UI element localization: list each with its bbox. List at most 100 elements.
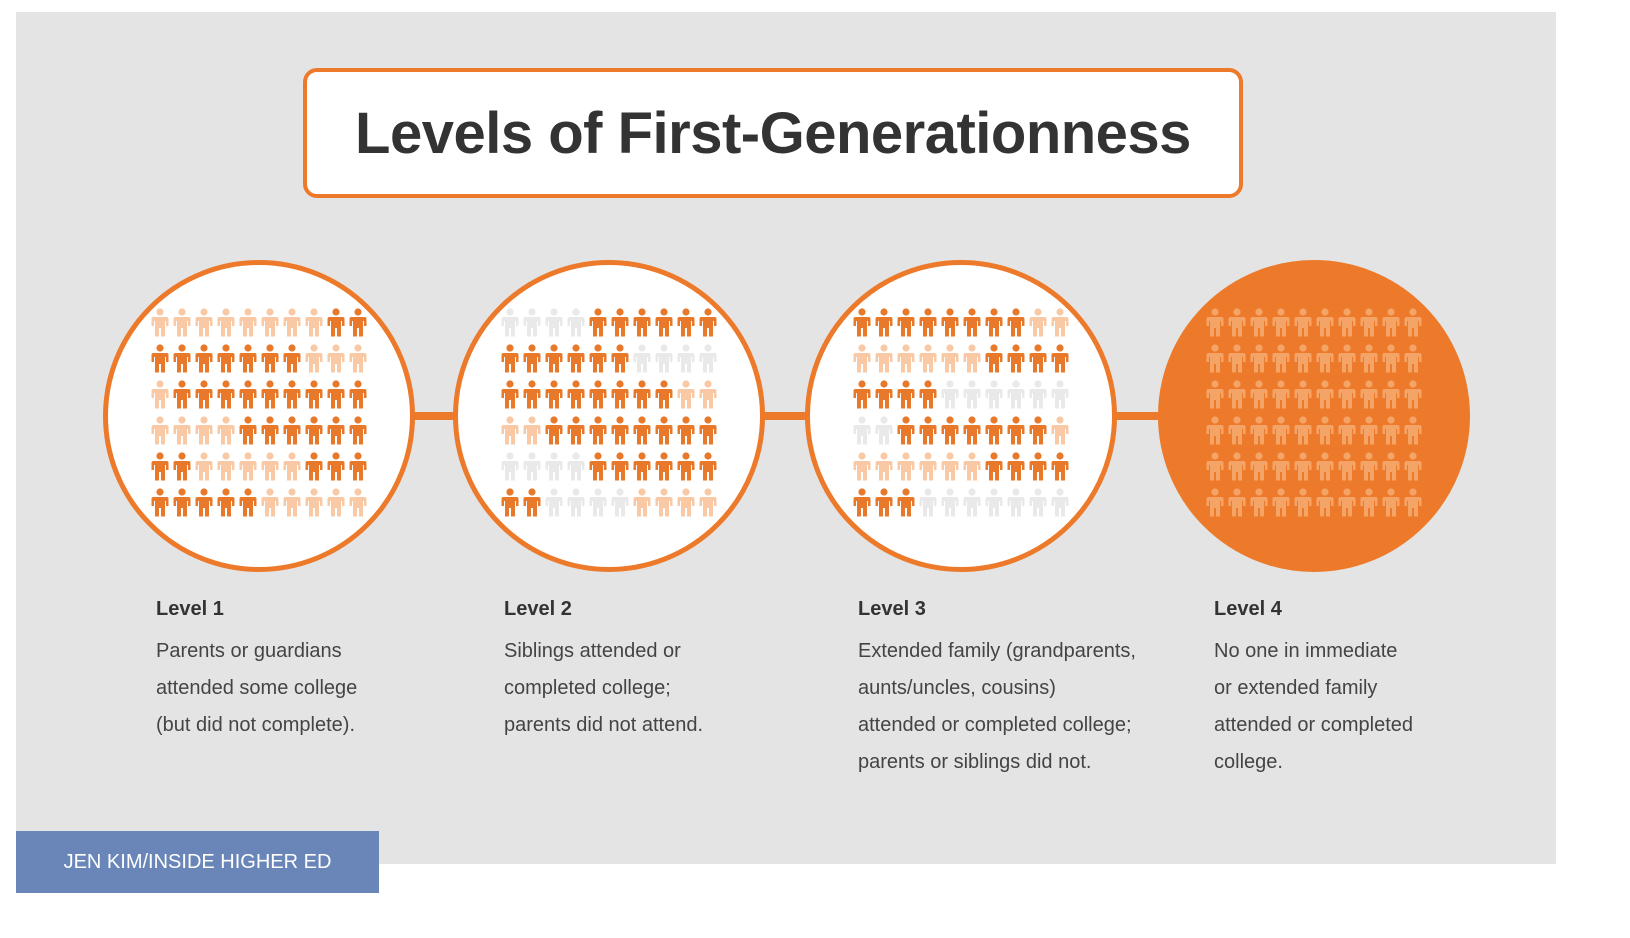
person-icon [1338, 488, 1356, 517]
person-icon [589, 344, 607, 373]
level-2-caption: Level 2 Siblings attended or completed c… [504, 598, 804, 744]
person-icon [1228, 452, 1246, 481]
person-icon [963, 488, 981, 517]
person-icon [611, 452, 629, 481]
person-icon [677, 308, 695, 337]
person-icon [261, 416, 279, 445]
person-icon [1029, 416, 1047, 445]
person-icon [1338, 344, 1356, 373]
person-icon [1316, 488, 1334, 517]
person-icon [523, 380, 541, 409]
person-icon [1250, 452, 1268, 481]
person-icon [1382, 380, 1400, 409]
person-icon [1272, 308, 1290, 337]
person-icon [699, 416, 717, 445]
person-icon [545, 416, 563, 445]
level-1-label: Level 1 [156, 598, 224, 620]
person-icon [963, 416, 981, 445]
person-icon [349, 488, 367, 517]
person-icon [1007, 344, 1025, 373]
level-4-people-grid [1204, 308, 1424, 524]
person-icon [699, 344, 717, 373]
person-icon [1404, 380, 1422, 409]
person-icon [589, 308, 607, 337]
person-icon [239, 344, 257, 373]
person-icon [239, 452, 257, 481]
person-icon [875, 488, 893, 517]
person-icon [173, 416, 191, 445]
person-icon [327, 416, 345, 445]
person-icon [677, 380, 695, 409]
person-icon [173, 488, 191, 517]
person-icon [1404, 308, 1422, 337]
person-icon [985, 308, 1003, 337]
person-icon [919, 380, 937, 409]
connector-line-3-4 [1112, 412, 1164, 420]
person-icon [611, 344, 629, 373]
person-icon [195, 344, 213, 373]
connector-line-1-2 [410, 412, 460, 420]
person-icon [985, 380, 1003, 409]
person-icon [151, 416, 169, 445]
person-icon [985, 344, 1003, 373]
person-icon [151, 344, 169, 373]
person-icon [1206, 488, 1224, 517]
person-icon [1404, 416, 1422, 445]
person-icon [1294, 416, 1312, 445]
level-4-label: Level 4 [1214, 598, 1282, 620]
person-icon [195, 488, 213, 517]
person-icon [963, 380, 981, 409]
person-icon [305, 344, 323, 373]
person-icon [1250, 344, 1268, 373]
person-icon [349, 344, 367, 373]
person-icon [655, 308, 673, 337]
person-icon [523, 416, 541, 445]
person-icon [963, 308, 981, 337]
person-icon [305, 380, 323, 409]
person-icon [1382, 452, 1400, 481]
person-icon [1206, 416, 1224, 445]
person-icon [1338, 308, 1356, 337]
level-3-label: Level 3 [858, 598, 926, 620]
person-icon [217, 344, 235, 373]
person-icon [1007, 380, 1025, 409]
person-icon [1250, 380, 1268, 409]
person-icon [523, 452, 541, 481]
person-icon [633, 380, 651, 409]
person-icon [349, 416, 367, 445]
level-4-caption: Level 4 No one in immediate or extended … [1214, 598, 1514, 781]
person-icon [589, 488, 607, 517]
person-icon [283, 308, 301, 337]
person-icon [1051, 488, 1069, 517]
photo-credit: JEN KIM/INSIDE HIGHER ED [16, 831, 379, 893]
person-icon [1338, 452, 1356, 481]
person-icon [677, 488, 695, 517]
person-icon [897, 344, 915, 373]
level-3-caption: Level 3 Extended family (grandparents, a… [858, 598, 1158, 781]
person-icon [349, 308, 367, 337]
person-icon [1007, 308, 1025, 337]
person-icon [875, 344, 893, 373]
person-icon [699, 380, 717, 409]
person-icon [875, 380, 893, 409]
person-icon [897, 488, 915, 517]
person-icon [1228, 416, 1246, 445]
person-icon [589, 416, 607, 445]
person-icon [305, 308, 323, 337]
person-icon [611, 416, 629, 445]
person-icon [283, 488, 301, 517]
person-icon [1360, 308, 1378, 337]
person-icon [875, 308, 893, 337]
person-icon [217, 488, 235, 517]
person-icon [941, 488, 959, 517]
person-icon [941, 452, 959, 481]
person-icon [1316, 452, 1334, 481]
person-icon [349, 380, 367, 409]
person-icon [1360, 416, 1378, 445]
person-icon [1007, 452, 1025, 481]
person-icon [1360, 488, 1378, 517]
person-icon [501, 344, 519, 373]
person-icon [985, 416, 1003, 445]
person-icon [327, 488, 345, 517]
person-icon [1404, 344, 1422, 373]
